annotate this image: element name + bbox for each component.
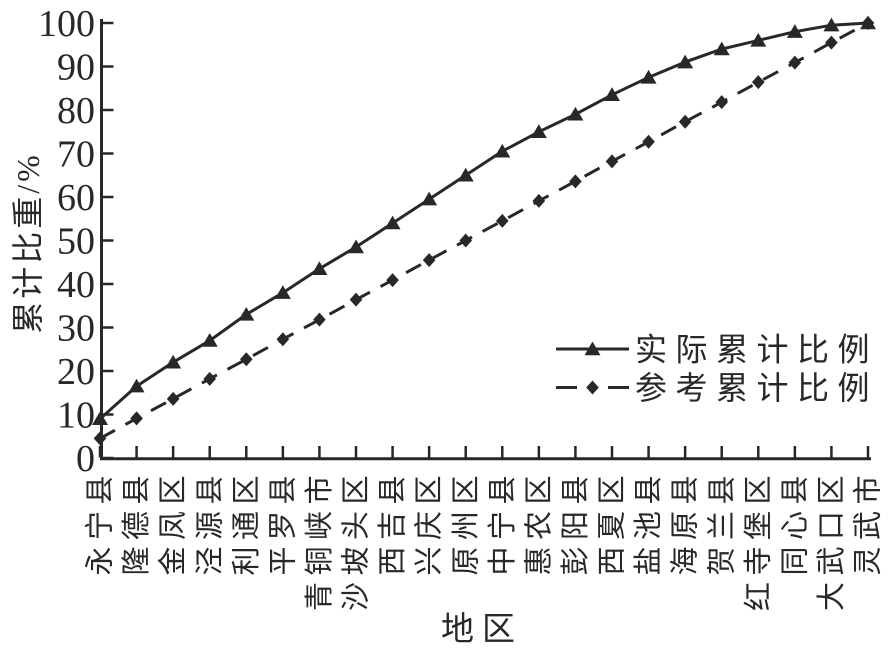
series-0-marker-triangle	[92, 411, 108, 426]
series-1-marker-diamond	[788, 55, 802, 70]
series-1-marker-diamond	[751, 75, 765, 90]
legend-diamond-marker-icon	[586, 380, 599, 395]
x-tick-label: 隆德县	[120, 469, 153, 576]
x-tick-label: 金凤区	[157, 469, 190, 576]
legend-label: 实际累计比例	[635, 332, 878, 368]
series-0-marker-triangle	[311, 261, 328, 275]
y-tick-label: 80	[57, 90, 95, 132]
series-0-marker-triangle	[201, 333, 218, 347]
x-tick-label: 红寺堡区	[742, 469, 775, 611]
series-1-marker-diamond	[276, 332, 290, 347]
series-0-marker-triangle	[348, 239, 364, 254]
series-0-marker-triangle	[750, 32, 767, 47]
series-0-marker-triangle	[238, 306, 255, 321]
x-tick-label: 海原县	[669, 469, 702, 576]
series-1-marker-diamond	[166, 391, 180, 406]
series-0-marker-triangle	[823, 17, 840, 32]
x-tick-label: 原州区	[450, 469, 482, 576]
x-tick-label: 盐池县	[632, 469, 665, 576]
series-0-marker-triangle	[274, 285, 291, 299]
y-tick-label: 90	[57, 46, 95, 88]
y-tick-label: 40	[57, 264, 95, 306]
series-1-marker-diamond	[239, 352, 253, 367]
y-tick-label: 30	[57, 307, 95, 349]
series-1-marker-diamond	[715, 95, 729, 110]
y-tick-label: 20	[57, 351, 95, 393]
x-tick-label: 大武口区	[815, 469, 848, 611]
legend-label: 参考累计比例	[635, 370, 878, 406]
y-tick-label: 0	[76, 438, 95, 480]
legend-triangle-marker-icon	[584, 341, 601, 356]
series-0-marker-triangle	[384, 215, 401, 230]
series-1-marker-diamond	[825, 35, 838, 50]
series-1-marker-diamond	[349, 292, 363, 307]
series-0-line	[99, 21, 869, 421]
series-1-marker-diamond	[569, 174, 582, 189]
series-0-marker-triangle	[713, 41, 730, 56]
series-1-marker-diamond	[642, 134, 655, 149]
y-tick-label: 10	[57, 394, 95, 436]
x-tick-label: 彭阳县	[559, 469, 592, 576]
series-0-marker-triangle	[677, 54, 694, 69]
x-tick-label: 青铜峡市	[303, 469, 336, 611]
x-tick-label: 利通区	[230, 469, 263, 576]
series-1-marker-diamond	[130, 411, 143, 426]
series-1-marker-diamond	[495, 213, 509, 228]
x-tick-label: 同心县	[779, 469, 811, 576]
x-tick-label: 兴庆区	[413, 469, 446, 576]
series-0-marker-triangle	[640, 69, 657, 84]
x-tick-label: 西吉县	[376, 469, 409, 576]
x-tick-label: 永宁县	[84, 469, 117, 576]
x-tick-label: 灵武市	[852, 469, 885, 576]
x-tick-label: 西夏区	[597, 469, 629, 576]
x-tick-label: 中宁县	[486, 469, 519, 576]
legend-item-0: 实际累计比例	[556, 332, 878, 368]
series-1-marker-diamond	[422, 253, 436, 268]
series-0-marker-triangle	[860, 15, 876, 30]
legend-item-1: 参考累计比例	[556, 370, 878, 406]
series-0-marker-triangle	[165, 354, 182, 369]
series-1-marker-diamond	[203, 371, 217, 386]
series-1-line	[99, 21, 869, 440]
series-1-marker-diamond	[459, 233, 473, 248]
x-tick-label: 贺兰县	[705, 469, 738, 576]
series-1-marker-diamond	[313, 312, 326, 327]
series-1-marker-diamond	[678, 114, 692, 129]
series-0-marker-triangle	[457, 167, 474, 182]
y-tick-label: 100	[38, 3, 95, 45]
series-0-marker-triangle	[786, 24, 803, 38]
y-axis-title: 累计比重/%	[10, 152, 46, 334]
x-tick-label: 泾源县	[193, 469, 226, 576]
x-tick-label: 惠农区	[522, 469, 555, 576]
series-0-marker-triangle	[494, 143, 511, 158]
series-1-marker-diamond	[532, 193, 546, 208]
series-0-marker-triangle	[421, 191, 438, 206]
series-1-marker-diamond	[93, 431, 107, 446]
series-0-marker-triangle	[128, 378, 145, 393]
y-tick-label: 70	[57, 133, 95, 175]
series-0-marker-triangle	[604, 87, 620, 101]
x-tick-label: 沙坡头区	[340, 469, 373, 611]
y-tick-label: 60	[57, 177, 95, 219]
series-0-marker-triangle	[530, 124, 547, 138]
series-1-marker-diamond	[386, 273, 399, 288]
series-1-marker-diamond	[605, 154, 619, 169]
series-0-marker-triangle	[567, 106, 584, 121]
x-axis-title: 地区	[441, 611, 523, 648]
y-tick-label: 50	[57, 220, 95, 262]
x-tick-label: 平罗县	[267, 469, 299, 576]
